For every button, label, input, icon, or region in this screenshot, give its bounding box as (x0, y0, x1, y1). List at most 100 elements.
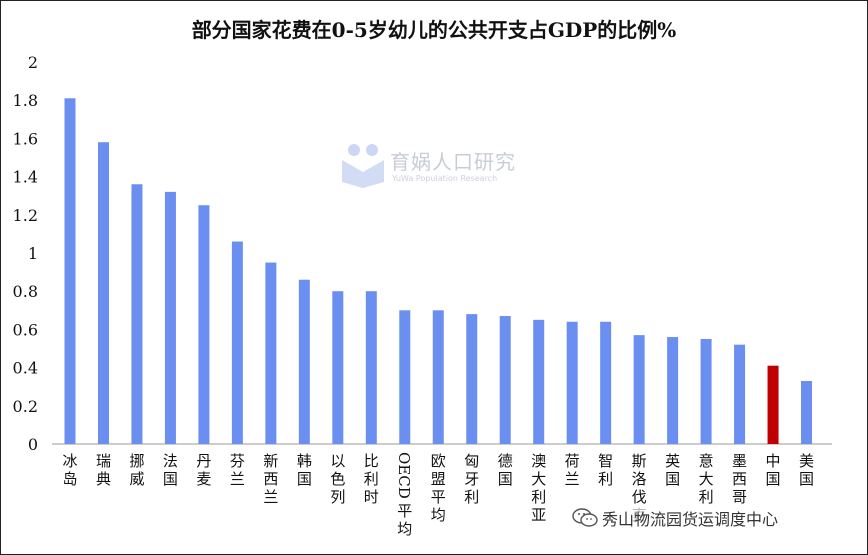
bar-19 (700, 338, 712, 444)
x-category-char: 英 (665, 452, 680, 470)
bar-8 (332, 291, 344, 444)
x-category-char: 新 (263, 452, 278, 470)
x-category-char: 典 (96, 470, 111, 488)
x-category-char: 瑞 (96, 452, 111, 470)
x-category-char: 兰 (230, 470, 245, 488)
x-category-label: 荷兰 (565, 452, 580, 488)
x-category-label: 瑞典 (96, 452, 111, 488)
x-category-char: 兰 (263, 488, 278, 506)
x-category-char: 智 (598, 452, 613, 470)
x-category-char: 国 (665, 470, 680, 488)
x-category-label: 芬兰 (230, 452, 245, 488)
x-category-char: 芬 (230, 452, 245, 470)
x-category-char: 麦 (196, 470, 211, 488)
x-category-char: 利 (364, 470, 379, 488)
x-category-char: 斯 (632, 452, 647, 470)
x-category-char: 美 (799, 452, 814, 470)
x-category-char: 国 (799, 470, 814, 488)
bar-17 (633, 335, 645, 444)
x-category-char: 国 (297, 470, 312, 488)
x-category-char: 以 (330, 452, 345, 470)
x-category-char: 均 (397, 520, 412, 538)
x-category-char: 色 (330, 470, 345, 488)
x-category-label: 韩国 (297, 452, 312, 488)
x-category-char: 平 (397, 502, 412, 520)
x-category-label: 意大利 (699, 452, 714, 506)
y-tick-label: 1.2 (13, 206, 38, 225)
x-category-label: 新西兰 (263, 452, 278, 506)
x-category-char: 平 (431, 488, 446, 506)
bar-16 (600, 321, 612, 444)
bar-12 (466, 314, 478, 444)
bar-14 (533, 319, 545, 444)
bar-11 (432, 310, 444, 444)
y-tick-label: 1.8 (13, 91, 38, 110)
x-category-label: 冰岛 (62, 452, 77, 488)
x-category-char: 丹 (196, 452, 211, 470)
bar-18 (667, 337, 679, 444)
y-tick-label: 1 (28, 244, 38, 263)
x-category-char: 澳 (531, 452, 546, 470)
x-category-label: 匈牙利 (464, 452, 479, 506)
x-category-char: 洛 (632, 470, 647, 488)
x-category-char: OECD (395, 452, 413, 499)
x-category-char: 比 (364, 452, 379, 470)
bar-21 (767, 365, 779, 444)
y-tick-label: 1.4 (13, 168, 38, 187)
x-category-char: 均 (431, 506, 446, 524)
x-category-char: 亚 (531, 506, 546, 524)
watermark-text: 育娲人口研究 (390, 150, 516, 174)
x-category-char: 墨 (732, 452, 747, 470)
x-category-label: 墨西哥 (732, 452, 747, 506)
x-category-char: 冰 (62, 452, 77, 470)
x-category-char: 盟 (431, 470, 446, 488)
bar-1 (97, 142, 109, 444)
bar-0 (64, 98, 76, 444)
x-category-char: 国 (163, 470, 178, 488)
bar-22 (801, 380, 813, 444)
x-category-char: 兰 (565, 470, 580, 488)
x-category-char: 匈 (464, 452, 479, 470)
x-category-label: 法国 (163, 452, 178, 488)
x-category-char: 伐 (632, 488, 647, 506)
x-category-char: 中 (766, 452, 781, 470)
y-tick-label: 0.8 (13, 282, 38, 301)
x-category-char: 德 (498, 452, 513, 470)
source-credit: 秀山物流园货运调度中心 (572, 506, 779, 530)
bar-5 (231, 241, 243, 444)
x-category-label: 美国 (799, 452, 814, 488)
bar-15 (566, 321, 578, 444)
x-category-label: 中国 (766, 452, 781, 488)
x-category-char: 利 (598, 470, 613, 488)
x-category-char: 国 (766, 470, 781, 488)
x-category-label: 英国 (665, 452, 680, 488)
x-category-label: OECD 平均 (395, 452, 413, 538)
y-tick-label: 0.2 (13, 397, 38, 416)
x-category-label: 智利 (598, 452, 613, 488)
x-category-char: 利 (699, 488, 714, 506)
bar-3 (164, 191, 176, 444)
bar-20 (734, 344, 746, 444)
y-tick-label: 0 (28, 435, 38, 454)
x-category-label: 德国 (498, 452, 513, 488)
wechat-icon (572, 508, 598, 527)
bar-6 (265, 262, 277, 444)
watermark-logo-icon (342, 144, 384, 188)
x-category-char: 国 (498, 470, 513, 488)
x-category-label: 挪威 (129, 452, 144, 488)
x-category-char: 利 (464, 488, 479, 506)
watermark-subtitle: YuWa Population Research (392, 174, 498, 183)
x-category-char: 挪 (129, 452, 144, 470)
y-tick-label: 2 (28, 53, 38, 72)
bar-13 (499, 316, 511, 444)
x-category-char: 大 (699, 470, 714, 488)
bar-2 (131, 184, 143, 445)
x-category-char: 牙 (464, 470, 479, 488)
x-category-char: 荷 (565, 452, 580, 470)
x-category-char: 韩 (297, 452, 312, 470)
y-tick-label: 0.6 (13, 320, 38, 339)
y-tick-label: 1.6 (13, 129, 38, 148)
